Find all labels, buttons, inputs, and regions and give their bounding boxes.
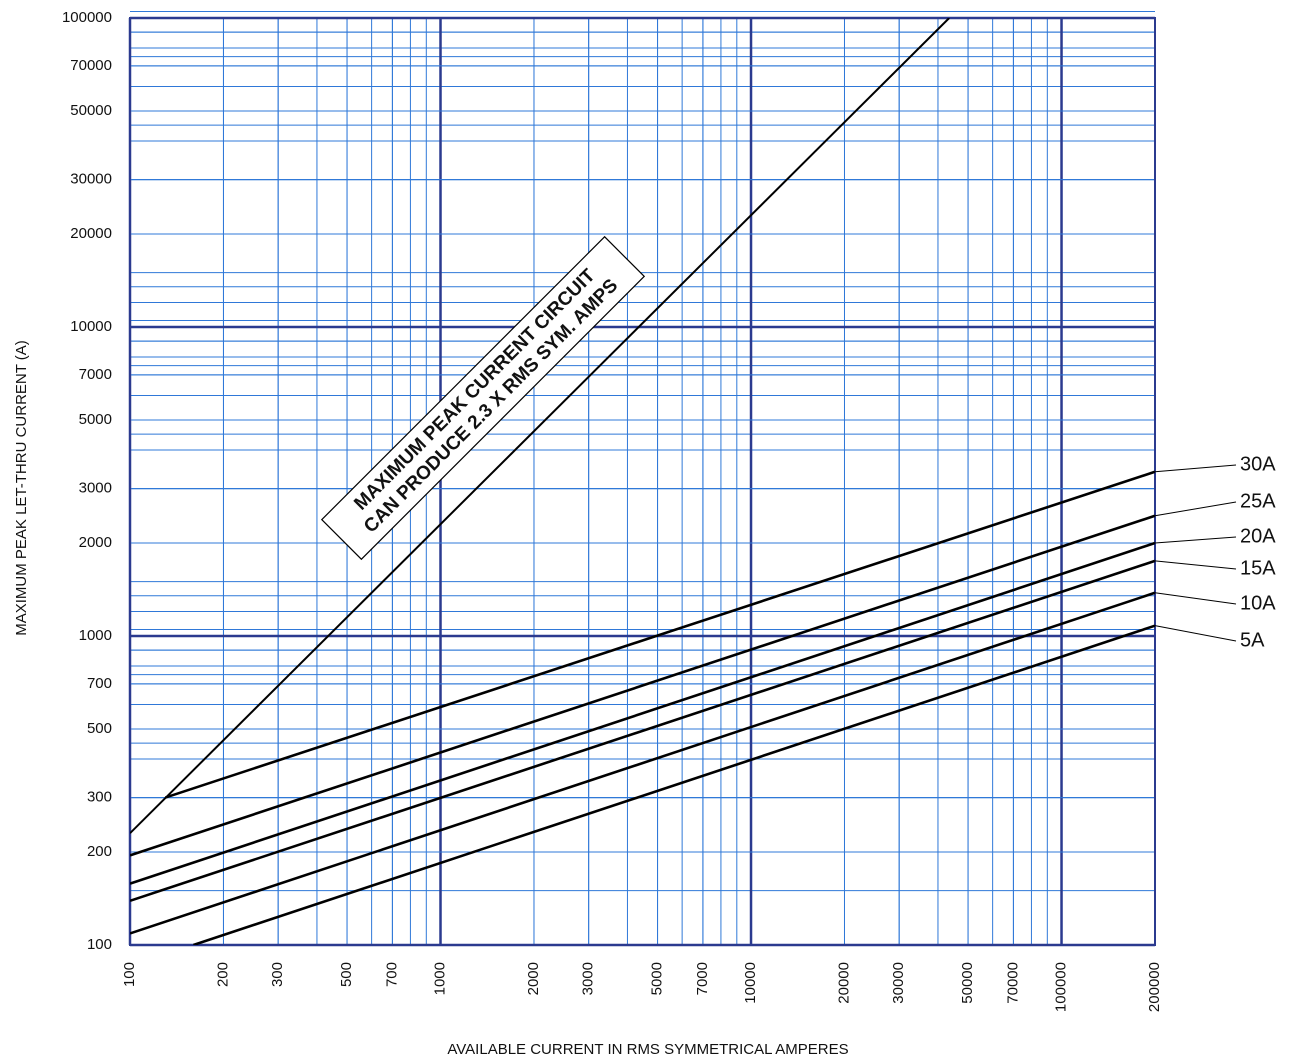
x-tick-label: 7000 bbox=[694, 962, 711, 995]
x-tick-label: 30000 bbox=[890, 962, 907, 1004]
x-tick-label: 100 bbox=[121, 962, 138, 987]
annotation-box bbox=[320, 235, 646, 561]
y-tick-label: 700 bbox=[87, 675, 112, 692]
y-tick-label: 500 bbox=[87, 720, 112, 737]
legend-label: 20A bbox=[1240, 525, 1276, 547]
y-tick-label: 10000 bbox=[70, 318, 112, 335]
x-tick-label: 1000 bbox=[431, 962, 448, 995]
annotation: MAXIMUM PEAK CURRENT CIRCUIT CAN PRODUCE… bbox=[320, 235, 646, 561]
series-line bbox=[130, 514, 1155, 857]
y-tick-label: 300 bbox=[87, 789, 112, 806]
series-line bbox=[130, 541, 1155, 885]
plot-frame bbox=[129, 17, 1156, 946]
x-tick-label: 3000 bbox=[580, 962, 597, 995]
legend-label: 15A bbox=[1240, 557, 1276, 579]
y-axis-label: MAXIMUM PEAK LET-THRU CURRENT (A) bbox=[13, 340, 30, 636]
x-tick-label: 200 bbox=[214, 962, 231, 987]
y-tick-label: 100000 bbox=[62, 9, 112, 26]
series-line bbox=[130, 591, 1155, 935]
leader-line bbox=[1154, 592, 1237, 605]
series-line bbox=[130, 559, 1155, 903]
y-tick-label: 2000 bbox=[79, 534, 112, 551]
x-tick-label: 5000 bbox=[649, 962, 666, 995]
y-tick-label: 30000 bbox=[70, 171, 112, 188]
x-tick-label: 50000 bbox=[959, 962, 976, 1004]
x-tick-label: 500 bbox=[338, 962, 355, 987]
legend-label: 25A bbox=[1240, 490, 1276, 512]
y-tick-label: 100 bbox=[87, 936, 112, 953]
annotation-line: CAN PRODUCE 2.3 X RMS SYM. AMPS bbox=[360, 275, 622, 537]
y-tick-label: 3000 bbox=[79, 480, 112, 497]
y-tick-label: 20000 bbox=[70, 225, 112, 242]
series-line bbox=[192, 624, 1155, 945]
x-tick-label: 20000 bbox=[835, 962, 852, 1004]
x-tick-label: 700 bbox=[383, 962, 400, 987]
legend-label: 5A bbox=[1240, 629, 1265, 651]
y-tick-label: 50000 bbox=[70, 102, 112, 119]
x-tick-label: 100000 bbox=[1052, 962, 1069, 1012]
series-line bbox=[164, 470, 1155, 799]
x-tick-label: 200000 bbox=[1146, 962, 1163, 1012]
leader-line bbox=[1154, 560, 1237, 570]
y-tick-label: 200 bbox=[87, 843, 112, 860]
legend-label: 30A bbox=[1240, 453, 1276, 475]
leader-line bbox=[1154, 501, 1237, 517]
leader-line bbox=[1154, 464, 1237, 473]
x-tick-label: 10000 bbox=[742, 962, 759, 1004]
series-line bbox=[130, 18, 950, 834]
y-tick-label: 70000 bbox=[70, 57, 112, 74]
y-tick-label: 1000 bbox=[79, 627, 112, 644]
x-tick-label: 300 bbox=[269, 962, 286, 987]
x-tick-label: 2000 bbox=[525, 962, 542, 995]
y-tick-label: 5000 bbox=[79, 411, 112, 428]
leader-line bbox=[1154, 625, 1237, 642]
leader-line bbox=[1154, 536, 1237, 544]
legend-label: 10A bbox=[1240, 592, 1276, 614]
x-tick-label: 70000 bbox=[1004, 962, 1021, 1004]
y-tick-label: 7000 bbox=[79, 366, 112, 383]
x-axis-label: AVAILABLE CURRENT IN RMS SYMMETRICAL AMP… bbox=[447, 1041, 848, 1058]
